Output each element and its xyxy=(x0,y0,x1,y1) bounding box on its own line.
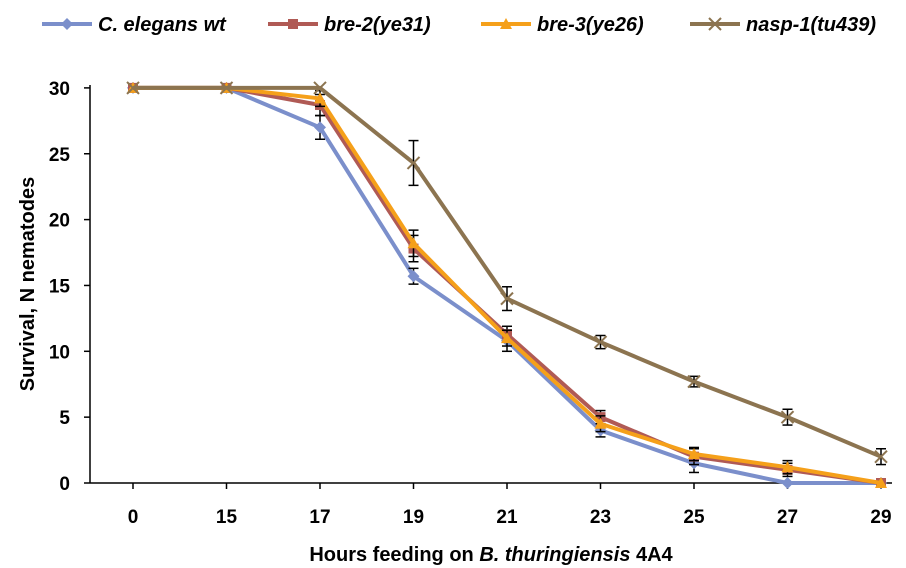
x-axis-title: Hours feeding on B. thuringiensis 4A4 xyxy=(309,544,673,566)
legend: C. elegans wt bre-2(ye31) bre-3(ye26) nasp-… xyxy=(42,14,876,36)
legend-label: bre-2(ye31) xyxy=(324,14,431,36)
data-point xyxy=(314,92,326,104)
y-axis-ticks: 0 5 10 15 20 25 30 xyxy=(49,79,90,495)
series-group xyxy=(126,81,888,489)
x-tick-label: 21 xyxy=(496,507,518,528)
data-point xyxy=(780,410,795,424)
data-point xyxy=(781,477,794,489)
series-0 xyxy=(127,81,887,489)
x-tick-label: 17 xyxy=(309,507,330,528)
legend-swatch-marker xyxy=(708,17,722,31)
plot-area: 0 5 10 15 20 25 30 0 15 17 19 21 23 25 27 29 xyxy=(49,79,892,528)
legend-item-2: bre-3(ye26) xyxy=(481,14,644,36)
series-1 xyxy=(128,82,886,488)
data-point xyxy=(874,449,888,464)
legend-label: C. elegans wt xyxy=(98,14,227,36)
data-point xyxy=(314,121,326,134)
series-2 xyxy=(127,81,887,488)
data-point xyxy=(407,237,420,249)
legend-label: bre-3(ye26) xyxy=(537,14,644,36)
data-point xyxy=(406,156,421,170)
legend-item-0: C. elegans wt xyxy=(42,14,227,36)
series-line xyxy=(133,85,881,485)
x-tick-label: 23 xyxy=(590,507,611,528)
x-axis-title-part-1: Hours feeding on xyxy=(309,544,479,566)
x-tick-label: 25 xyxy=(683,507,705,528)
series-line xyxy=(133,85,882,459)
x-axis-ticks: 0 15 17 19 21 23 25 27 29 xyxy=(128,483,892,528)
data-point xyxy=(126,81,140,95)
data-point xyxy=(781,461,794,473)
x-tick-label: 19 xyxy=(403,507,424,528)
x-tick-label: 0 xyxy=(128,507,139,528)
data-point xyxy=(500,291,514,306)
data-point xyxy=(313,81,327,95)
y-tick-label: 5 xyxy=(59,408,70,429)
x-axis-title-part-2: B. thuringiensis xyxy=(479,544,630,566)
x-tick-label: 27 xyxy=(777,507,798,528)
y-tick-label: 0 xyxy=(59,474,70,495)
y-axis-title: Survival, N nematodes xyxy=(17,177,39,392)
legend-swatch-marker xyxy=(61,18,73,30)
x-tick-label: 29 xyxy=(870,507,891,528)
data-point xyxy=(688,448,700,460)
legend-label: nasp-1(tu439) xyxy=(746,14,876,36)
y-tick-label: 15 xyxy=(49,276,71,297)
legend-swatch-marker xyxy=(288,19,298,29)
x-tick-label: 15 xyxy=(216,507,238,528)
data-point xyxy=(594,417,607,429)
data-point xyxy=(219,81,234,95)
data-point xyxy=(593,335,608,349)
y-tick-label: 25 xyxy=(49,145,71,166)
y-tick-label: 20 xyxy=(49,211,70,232)
series-line xyxy=(133,85,882,485)
y-tick-label: 30 xyxy=(49,79,70,100)
data-point xyxy=(875,477,887,488)
data-point xyxy=(501,332,513,344)
series-3 xyxy=(126,81,888,466)
series-line xyxy=(133,85,882,485)
legend-item-1: bre-2(ye31) xyxy=(268,14,431,36)
legend-item-3: nasp-1(tu439) xyxy=(690,14,876,36)
x-axis-title-part-3: 4A4 xyxy=(630,544,673,566)
legend-swatch-marker xyxy=(500,18,512,29)
data-point xyxy=(687,374,701,389)
y-tick-label: 10 xyxy=(49,342,70,363)
data-point xyxy=(407,270,420,283)
